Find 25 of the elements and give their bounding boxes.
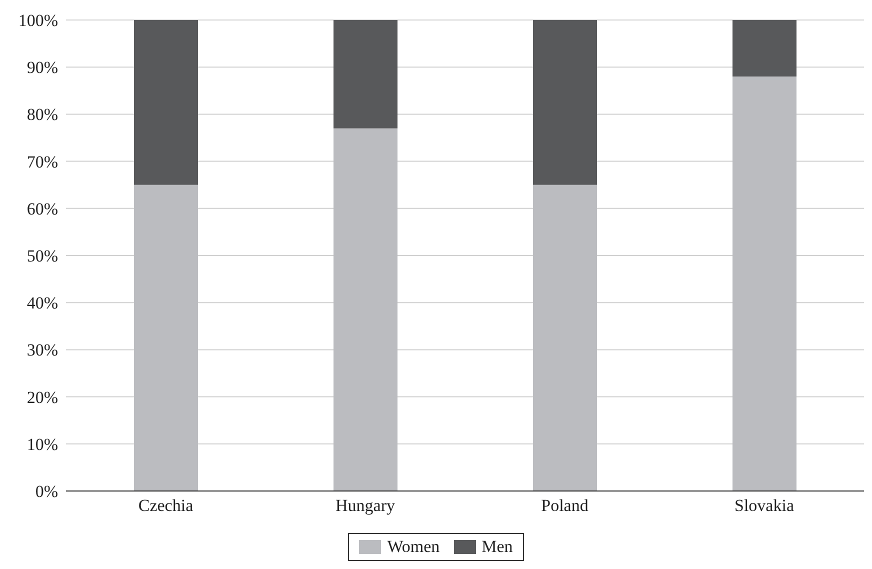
bar [732,20,796,77]
bar [533,184,597,491]
y-tick-label: 90% [26,58,58,78]
y-tick-label: 40% [26,294,58,313]
x-tick-label: Hungary [336,496,396,516]
y-tick-label: 0% [35,482,58,502]
y-tick-label: 70% [26,152,58,172]
bar [334,20,398,128]
y-tick-label: 80% [26,105,58,124]
legend-label: Men [480,537,513,557]
x-tick-label: Poland [541,496,589,516]
y-tick-label: 50% [26,246,58,266]
x-tick-label: Slovakia [734,496,794,516]
y-tick-label: 10% [26,434,58,454]
x-tick-label: Czechia [138,496,194,516]
bar [134,20,198,185]
y-tick-label: 20% [26,388,58,407]
bar [533,20,597,185]
bar [134,184,198,491]
bar [732,76,796,491]
y-tick-label: 30% [26,340,58,360]
legend-label: Women [386,537,440,557]
y-tick-label: 60% [26,199,58,218]
y-tick-label: 100% [18,11,58,30]
bar [334,128,398,491]
